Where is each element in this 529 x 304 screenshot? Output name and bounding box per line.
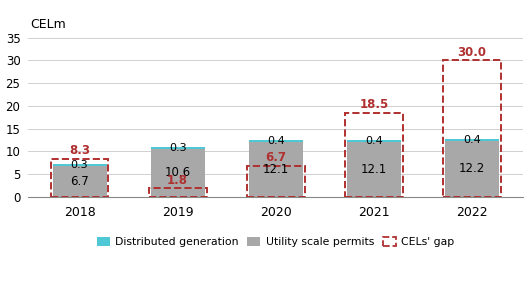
Bar <box>151 149 205 197</box>
Text: 30.0: 30.0 <box>458 46 487 59</box>
Bar <box>445 141 499 197</box>
Text: CELm: CELm <box>31 18 66 31</box>
Bar <box>347 142 401 197</box>
Text: 0.4: 0.4 <box>267 136 285 146</box>
Bar <box>151 147 205 149</box>
Text: 6.7: 6.7 <box>70 175 89 188</box>
Bar <box>51 159 108 197</box>
Bar <box>347 140 401 142</box>
Text: 12.2: 12.2 <box>459 162 485 175</box>
Text: 6.7: 6.7 <box>265 151 286 164</box>
Bar <box>52 166 106 197</box>
Legend: Distributed generation, Utility scale permits, CELs' gap: Distributed generation, Utility scale pe… <box>93 233 459 252</box>
Bar <box>443 60 501 197</box>
Bar <box>249 140 303 142</box>
Bar <box>249 142 303 197</box>
Text: 0.3: 0.3 <box>169 143 186 153</box>
Text: 0.4: 0.4 <box>365 136 383 146</box>
Text: 12.1: 12.1 <box>262 163 289 176</box>
Text: 0.3: 0.3 <box>71 160 88 170</box>
Bar <box>445 140 499 141</box>
Text: 10.6: 10.6 <box>165 166 191 179</box>
Text: 18.5: 18.5 <box>359 98 388 111</box>
Text: 0.4: 0.4 <box>463 135 481 145</box>
Text: 12.1: 12.1 <box>361 163 387 176</box>
Text: 1.8: 1.8 <box>167 174 188 187</box>
Bar <box>149 188 207 197</box>
Bar <box>52 164 106 166</box>
Text: 8.3: 8.3 <box>69 144 90 157</box>
Bar <box>247 166 305 197</box>
Bar <box>345 113 403 197</box>
